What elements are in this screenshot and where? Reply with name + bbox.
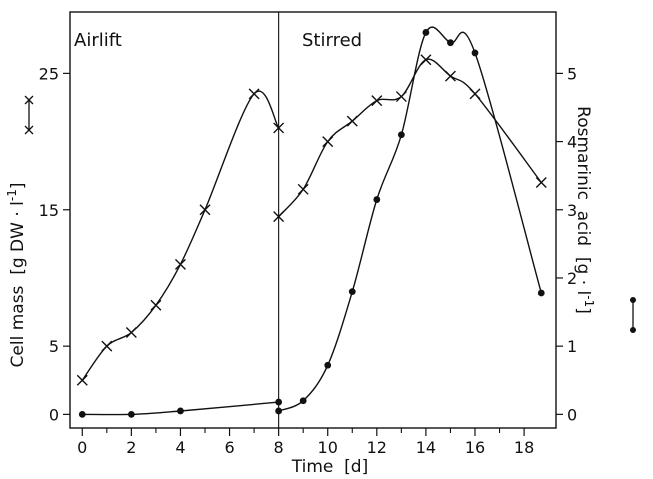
phase-label-stirred: Stirred bbox=[302, 30, 362, 51]
fitted-curves bbox=[81, 26, 542, 416]
svg-text:Rosmarinic acid [g · l-1]: Rosmarinic acid [g · l-1] bbox=[573, 106, 596, 314]
y-left-tick-label: 25 bbox=[39, 64, 59, 83]
cell-mass-point-stroke bbox=[174, 258, 186, 270]
rosmarinic-acid-point bbox=[299, 397, 307, 405]
y-right-tick-label: 1 bbox=[567, 337, 577, 356]
x-tick-label: 2 bbox=[126, 438, 136, 457]
rosmarinic-acid-point bbox=[397, 131, 405, 139]
cell-mass-point bbox=[76, 374, 88, 386]
cell-mass-point bbox=[273, 122, 285, 134]
cell-mass-point bbox=[273, 211, 285, 223]
rosmarinic-acid-point bbox=[127, 410, 135, 418]
axis-legend-markers bbox=[24, 95, 636, 333]
rosmarinic-acid-point bbox=[275, 398, 283, 406]
x-tick-label: 14 bbox=[416, 438, 436, 457]
rosmarinic-acid-point bbox=[471, 49, 479, 57]
x-tick-label: 10 bbox=[318, 438, 338, 457]
cell-mass-legend-x bbox=[24, 125, 34, 135]
y-left-tick-label: 0 bbox=[49, 405, 59, 424]
rosmarinic-acid-point bbox=[447, 39, 454, 47]
right-axis-title-exponent: -1 bbox=[582, 295, 596, 307]
y-right-tick-label: 4 bbox=[567, 133, 577, 152]
x-tick-label: 16 bbox=[465, 438, 485, 457]
cell-mass-point bbox=[174, 258, 186, 270]
cell-mass-point-stroke bbox=[199, 204, 211, 216]
y-right-tick-label: 3 bbox=[567, 201, 577, 220]
rosmarinic-acid-legend-dot bbox=[630, 297, 636, 303]
rosmarinic-acid-point bbox=[422, 29, 430, 36]
cell-mass-point-stroke bbox=[76, 374, 88, 386]
cell-mass-point-stroke bbox=[371, 95, 383, 107]
right-axis-title-main: Rosmarinic acid [g · l bbox=[573, 106, 593, 295]
cell-mass-point bbox=[199, 204, 211, 216]
x-tick-label: 0 bbox=[77, 438, 87, 457]
cell-mass-point-stroke bbox=[101, 340, 113, 352]
x-tick-label: 6 bbox=[224, 438, 234, 457]
curve-cell-mass-airlift bbox=[81, 90, 280, 381]
curve-cell-mass-stirred bbox=[278, 58, 542, 218]
y-right-tick-label: 5 bbox=[567, 64, 577, 83]
y-left-tick-label: 5 bbox=[49, 337, 59, 356]
cell-mass-point bbox=[101, 340, 113, 352]
cell-mass-point-stroke bbox=[297, 183, 309, 195]
cell-mass-point bbox=[346, 115, 358, 127]
cell-mass-point bbox=[248, 88, 260, 100]
cell-mass-point-stroke bbox=[469, 88, 481, 100]
left-axis-title-end: ] bbox=[8, 183, 28, 190]
cell-mass-point-stroke bbox=[150, 299, 162, 311]
left-axis-title: Cell mass [g DW · l-1] bbox=[5, 183, 28, 368]
phase-label-airlift: Airlift bbox=[74, 30, 122, 51]
plot-border bbox=[69, 11, 557, 429]
y-left-tick-label: 15 bbox=[39, 201, 59, 220]
cell-mass-point-stroke bbox=[273, 122, 285, 134]
cell-mass-point bbox=[535, 176, 547, 188]
rosmarinic-acid-legend-dot bbox=[630, 327, 636, 333]
cell-mass-point-stroke bbox=[420, 54, 432, 66]
right-axis-title-end: ] bbox=[573, 307, 593, 314]
right-axis-title: Rosmarinic acid [g · l-1] bbox=[573, 106, 596, 314]
left-axis-title-exponent: -1 bbox=[5, 189, 19, 201]
cell-mass-point bbox=[322, 136, 334, 148]
cell-mass-point bbox=[420, 54, 432, 66]
rosmarinic-acid-point bbox=[78, 410, 86, 418]
cell-mass-point bbox=[395, 91, 407, 103]
rosmarinic-acid-point bbox=[275, 407, 283, 415]
cell-mass-point bbox=[444, 70, 456, 82]
rosmarinic-acid-point bbox=[324, 361, 332, 369]
cell-mass-point bbox=[371, 95, 383, 107]
cell-mass-point bbox=[150, 299, 162, 311]
x-axis-title: Time [d] bbox=[291, 457, 368, 477]
x-tick-label: 18 bbox=[514, 438, 534, 457]
chart-labels: Airlift Stirred Time [d] Cell mass [g DW… bbox=[5, 30, 596, 477]
x-tick-label: 12 bbox=[367, 438, 387, 457]
cell-mass-point bbox=[297, 183, 309, 195]
cell-mass-point-stroke bbox=[125, 327, 137, 339]
y-right-tick-label: 2 bbox=[567, 269, 577, 288]
curve-rosmarinic-acid-airlift bbox=[82, 401, 279, 416]
cell-mass-legend-x bbox=[24, 95, 34, 105]
rosmarinic-acid-point bbox=[177, 407, 184, 415]
rosmarinic-acid-point bbox=[373, 196, 381, 203]
data-markers bbox=[76, 29, 547, 418]
cell-mass-point-stroke bbox=[535, 176, 547, 188]
cell-mass-point-stroke bbox=[444, 70, 456, 82]
rosmarinic-acid-point bbox=[537, 289, 545, 297]
x-tick-label: 8 bbox=[274, 438, 284, 457]
cell-mass-point-stroke bbox=[248, 88, 260, 100]
cell-mass-point-stroke bbox=[346, 115, 358, 127]
x-tick-label: 4 bbox=[175, 438, 185, 457]
cell-mass-point-stroke bbox=[322, 136, 334, 148]
cell-mass-point-stroke bbox=[273, 211, 285, 223]
cell-mass-point bbox=[125, 327, 137, 339]
svg-text:Cell mass [g DW · l-1]: Cell mass [g DW · l-1] bbox=[5, 183, 28, 368]
left-axis-title-main: Cell mass [g DW · l bbox=[8, 201, 28, 367]
rosmarinic-acid-point bbox=[348, 288, 356, 296]
cell-mass-point bbox=[469, 88, 481, 100]
cell-mass-point-stroke bbox=[395, 91, 407, 103]
y-right-tick-label: 0 bbox=[567, 405, 577, 424]
